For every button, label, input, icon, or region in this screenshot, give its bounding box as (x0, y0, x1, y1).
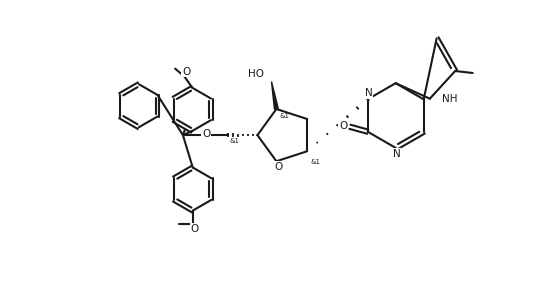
Text: &1: &1 (310, 159, 320, 165)
Text: N: N (393, 149, 401, 159)
Text: O: O (274, 162, 282, 172)
Text: NH: NH (441, 94, 457, 104)
Polygon shape (272, 82, 278, 109)
Text: HO: HO (248, 69, 263, 79)
Text: &1: &1 (280, 113, 290, 119)
Text: N: N (365, 89, 373, 98)
Text: &1: &1 (230, 138, 240, 144)
Text: O: O (182, 67, 190, 77)
Text: O: O (191, 224, 199, 234)
Text: O: O (203, 129, 210, 139)
Text: O: O (339, 121, 347, 131)
